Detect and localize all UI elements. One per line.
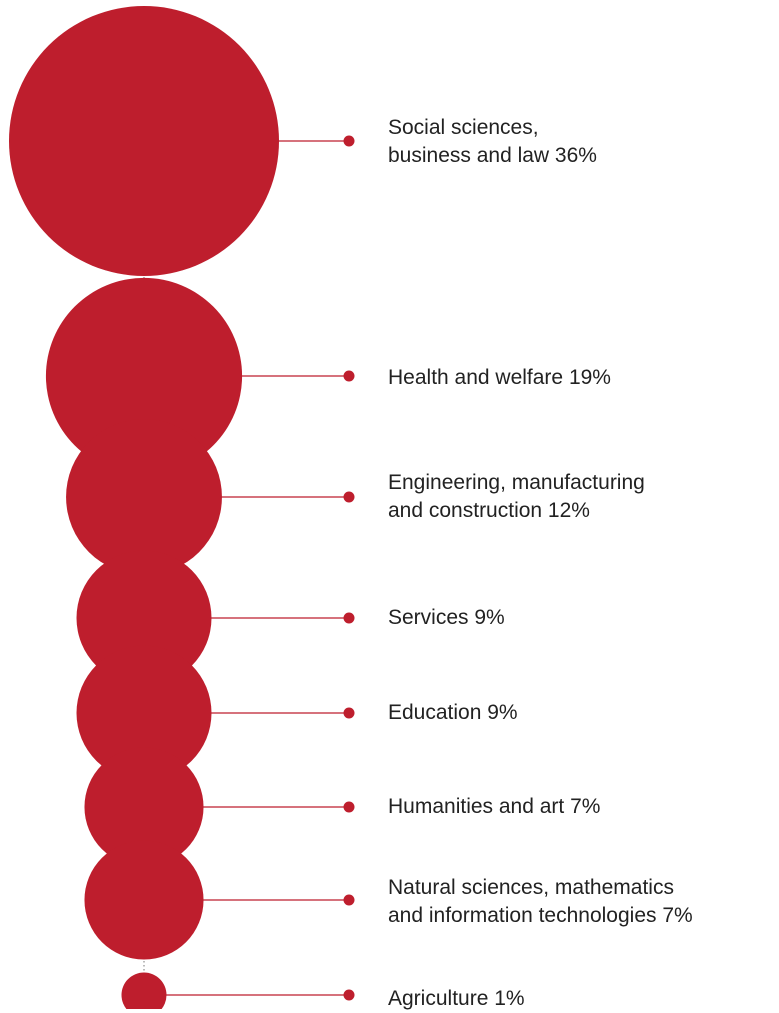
connector-dot [343, 135, 355, 147]
bubble [84, 840, 204, 960]
bubble [76, 550, 212, 686]
category-label-natural-sciences: Natural sciences, mathematics and inform… [388, 876, 693, 927]
bubble [45, 277, 243, 475]
category-label-social-sciences: Social sciences, business and law 36% [388, 116, 597, 167]
bubble [66, 419, 222, 575]
category-label-agriculture: Agriculture 1% [388, 987, 525, 1010]
bubble [76, 645, 212, 781]
connector-dot [343, 989, 355, 1001]
connector-dot [343, 801, 355, 813]
bubble [84, 747, 204, 867]
category-label-engineering: Engineering, manufacturing and construct… [388, 471, 645, 522]
connector-dot [343, 370, 355, 382]
bubble [121, 972, 167, 1009]
category-label-services: Services 9% [388, 606, 505, 629]
connector-dot [343, 894, 355, 906]
connector-dot [343, 491, 355, 503]
category-label-education: Education 9% [388, 701, 518, 724]
bubble [9, 6, 279, 276]
connector-dot [343, 707, 355, 719]
category-label-humanities: Humanities and art 7% [388, 795, 601, 818]
category-label-health: Health and welfare 19% [388, 366, 611, 389]
connector-dot [343, 612, 355, 624]
